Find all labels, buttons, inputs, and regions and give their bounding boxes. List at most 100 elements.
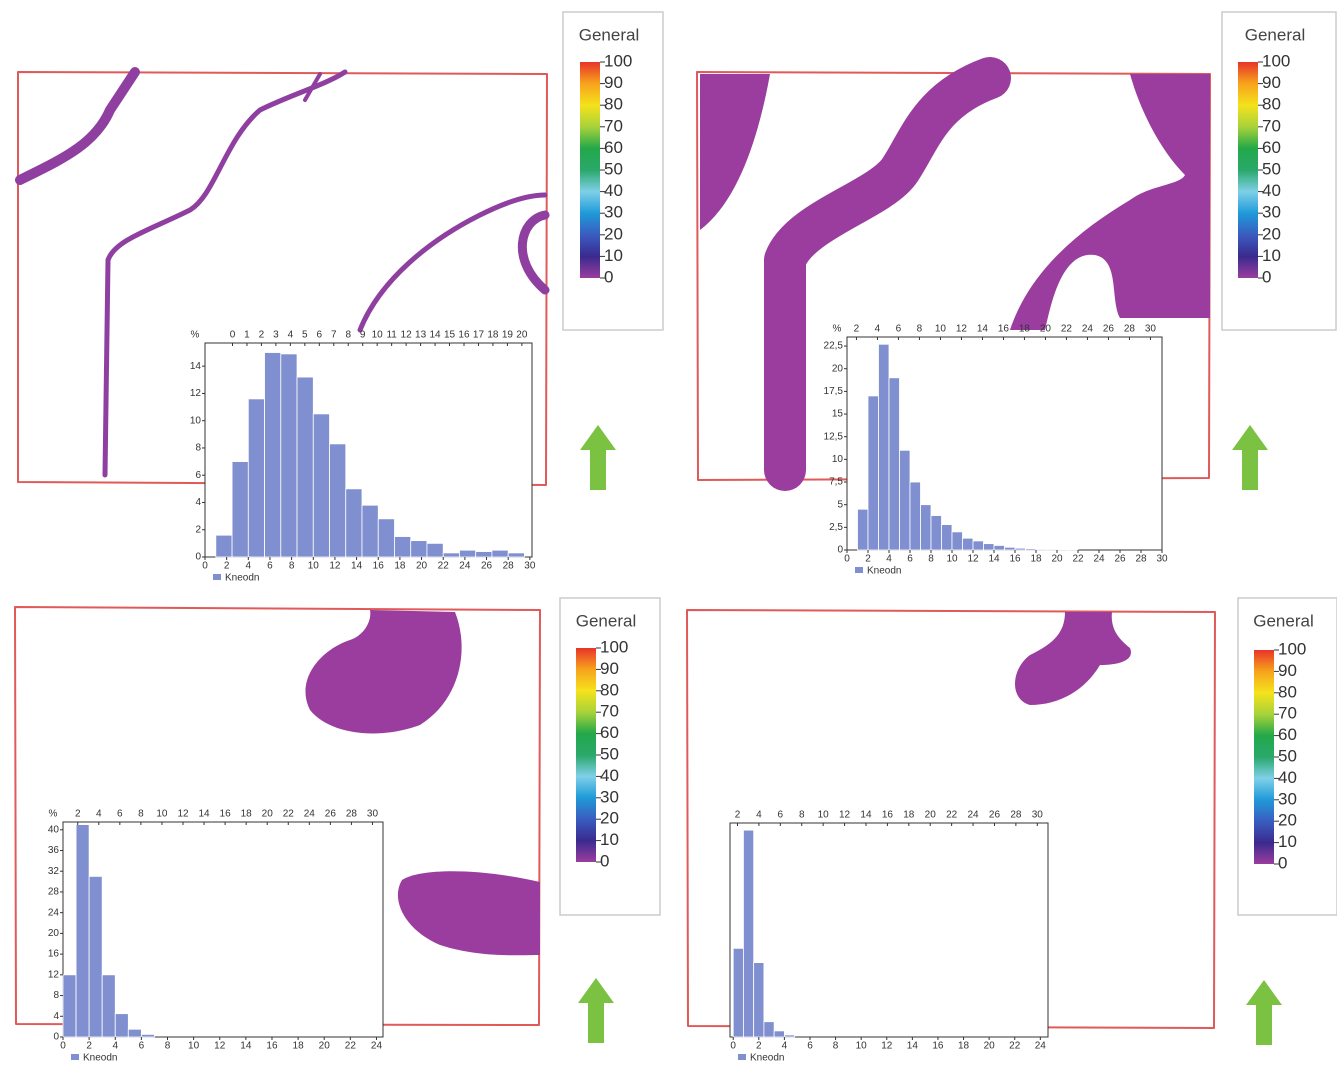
colorbar-tick-label: 20 [600,809,619,828]
x2-tick-label: 10 [935,324,947,335]
y-tick-label: 16 [48,949,60,960]
north-arrow [580,425,616,490]
map-feature [517,210,550,295]
colorbar [580,62,600,278]
x-tick-label: 6 [139,1041,145,1052]
plot-area [62,821,384,1038]
histogram-bar [972,540,984,551]
x-tick-label: 22 [1009,1041,1021,1052]
histogram-bar [296,376,314,558]
x2-tick-label: 6 [117,809,123,820]
map-feature [303,72,322,102]
x2-tick-label: 2 [735,810,741,821]
histogram-bar [1046,548,1058,551]
x2-tick-label: 4 [756,810,762,821]
x2-tick-label: 0 [230,330,236,341]
legend-label: Kneodn [225,573,259,584]
x2-tick-label: 6 [317,330,323,341]
x-tick-label: 20 [984,1041,996,1052]
x-tick-label: 22 [438,561,450,572]
colorbar-tick-label: 0 [600,851,609,870]
colorbar-tick-label: 40 [1262,181,1281,200]
histogram-bar [930,515,942,551]
colorbar-tick-label: 10 [1278,832,1297,851]
colorbar-tick-label: 20 [604,224,623,243]
colorbar-tick-label: 90 [604,73,623,92]
map-4 [686,609,1216,1029]
colorbar-tick-label: 40 [600,766,619,785]
y-tick-label: 8 [195,443,201,454]
x2-tick-label: 10 [818,810,830,821]
y-tick-label: 12 [190,388,202,399]
x2-tick-label: 4 [875,324,881,335]
y-tick-label: 10 [190,415,202,426]
x2-tick-label: 12 [401,330,413,341]
histogram-bar [1004,546,1016,551]
x2-tick-label: 26 [1103,324,1115,335]
x2-tick-label: 14 [860,810,872,821]
y-tick-label: 10 [832,454,844,465]
x2-tick-label: 16 [220,809,232,820]
histogram-bar [377,518,395,558]
x2-tick-label: 10 [156,809,168,820]
x2-tick-label: 6 [778,810,784,821]
x-tick-label: 24 [1035,1041,1047,1052]
colorbar-tick-label: 50 [1278,746,1297,765]
y-tick-label: 20 [48,928,60,939]
north-arrow [1246,980,1282,1045]
colorbar-tick-label: 60 [1262,138,1281,157]
y-tick-label: 2 [195,524,201,535]
histogram-bar [329,443,347,558]
x2-tick-label: 6 [896,324,902,335]
north-arrow [1232,425,1268,490]
colorbar-tick-label: 60 [600,723,619,742]
x-tick-label: 12 [881,1041,893,1052]
x-tick-label: 16 [373,561,385,572]
colorbar [576,648,596,862]
y-tick-label: 0 [53,1032,59,1043]
x-tick-label: 20 [416,561,428,572]
histogram-bar [773,1030,785,1038]
histogram-bar [312,413,330,558]
histogram-bar [962,537,974,551]
x-tick-label: 18 [293,1041,305,1052]
histogram-bar [62,974,77,1038]
y-tick-label: 12,5 [824,431,844,442]
colorbar-tick-label: 30 [604,203,623,222]
map-feature [305,610,462,734]
map-frame [686,609,1216,1029]
colorbar-tick-label: 90 [1278,661,1297,680]
x-tick-label: 16 [1009,554,1021,565]
colorbar-tick-label: 20 [1278,811,1297,830]
x-tick-label: 2 [865,554,871,565]
x-tick-label: 28 [503,561,515,572]
x-tick-label: 18 [394,561,406,572]
colorbar-tick-label: 50 [600,744,619,763]
x-tick-label: 26 [481,561,493,572]
x-tick-label: 0 [60,1041,66,1052]
x2-tick-label: 30 [1145,324,1157,335]
x-tick-label: 8 [833,1041,839,1052]
x2-tick-label: 18 [903,810,915,821]
x-tick-label: 12 [214,1041,226,1052]
colorbar-tick-label: 100 [600,637,628,656]
y-tick-label: 6 [195,470,201,481]
map-feature [764,57,1011,491]
y-tick-label: 4 [53,1011,59,1022]
x2-tick-label: 8 [917,324,923,335]
x2-tick-label: 14 [977,324,989,335]
colorbar-tick-label: 60 [604,138,623,157]
x-tick-label: 4 [782,1041,788,1052]
histogram-bar [983,543,995,551]
legend-swatch [213,574,221,580]
legend-label: Kneodn [750,1053,784,1064]
colorbar-tick-label: 30 [1262,203,1281,222]
x-tick-label: 14 [988,554,1000,565]
legend-swatch [71,1054,79,1060]
histogram-panel: 0 2 4 6 8 10 12 14 16 18 20 22 242 4 6 8 10 12 14 16 18 20 22 2… [729,810,1049,1064]
x2-tick-label: 13 [415,330,427,341]
map-feature [1010,74,1210,330]
x-tick-label: 18 [958,1041,970,1052]
histogram-bar [857,508,869,551]
x2-tick-label: 30 [367,809,379,820]
